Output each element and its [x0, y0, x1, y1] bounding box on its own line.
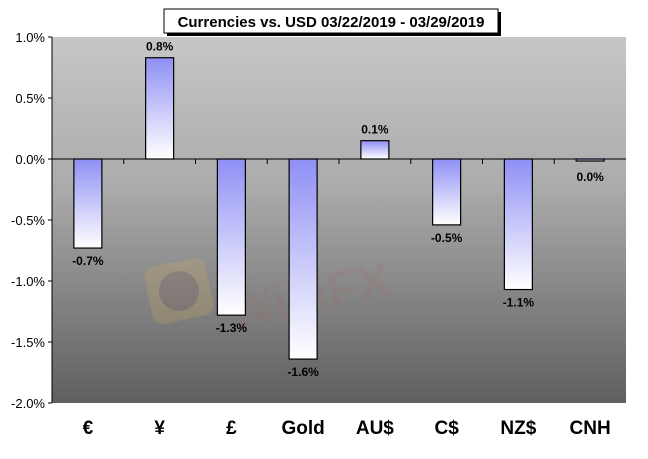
bar: [503, 158, 533, 291]
title-box: Currencies vs. USD 03/22/2019 - 03/29/20…: [163, 8, 501, 36]
chart-title: Currencies vs. USD 03/22/2019 - 03/29/20…: [178, 14, 485, 31]
x-tick-label: £: [226, 418, 237, 439]
y-tick-label: -2.0%: [11, 396, 45, 411]
x-tick-label: NZ$: [500, 418, 536, 439]
data-label: -0.5%: [431, 231, 463, 245]
data-label: -0.7%: [72, 254, 104, 268]
x-tick-label: AU$: [356, 418, 394, 439]
y-tick-label: -0.5%: [11, 213, 45, 228]
data-label: 0.0%: [576, 170, 604, 184]
x-tick-label: ¥: [154, 418, 165, 439]
y-tick-label: -1.0%: [11, 274, 45, 289]
y-tick-label: 1.0%: [15, 30, 45, 45]
bar: [73, 158, 103, 249]
bar: [145, 57, 175, 160]
y-tick-label: 0.0%: [15, 152, 45, 167]
bar: [288, 158, 318, 360]
y-tick-label: -1.5%: [11, 335, 45, 350]
data-label: -1.1%: [503, 296, 535, 310]
data-label: 0.1%: [361, 123, 389, 137]
x-tick-label: Gold: [281, 418, 324, 439]
plot-area: [52, 37, 626, 403]
data-label: 0.8%: [146, 40, 174, 54]
x-tick-label: €: [83, 418, 94, 439]
bar: [360, 140, 390, 160]
x-tick-label: C$: [434, 418, 459, 439]
data-label: -1.6%: [287, 365, 319, 379]
x-tick-label: CNH: [570, 418, 611, 439]
data-label: -1.3%: [216, 321, 248, 335]
bar: [216, 158, 246, 316]
bar: [432, 158, 462, 226]
y-tick-label: 0.5%: [15, 91, 45, 106]
